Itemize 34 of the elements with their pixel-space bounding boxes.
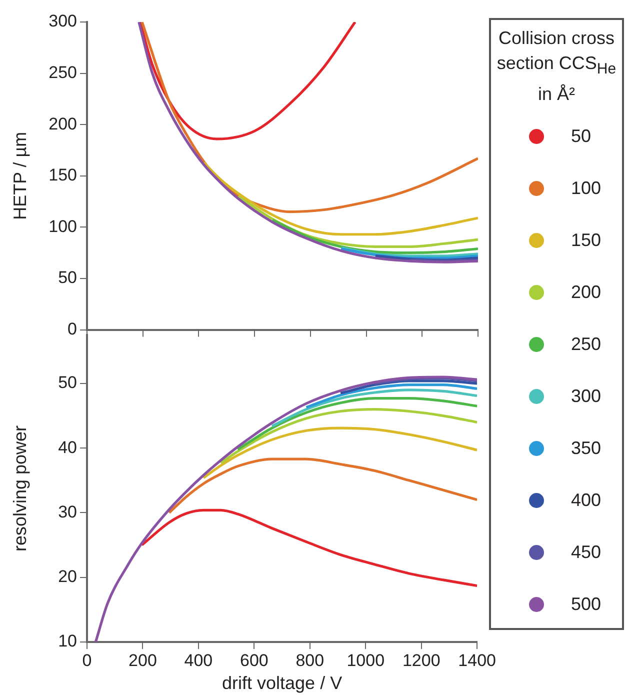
legend-label: 50 [571,126,592,148]
y-tick-label: 0 [68,319,77,338]
y-axis-title: HETP / µm [10,132,30,220]
legend-label: 500 [571,594,602,616]
y-tick-label: 50 [58,268,77,288]
y-tick-label: 150 [48,166,77,185]
legend-label: 250 [571,334,602,356]
x-tick-label: 600 [240,650,268,670]
x-tick-label: 400 [184,650,213,670]
y-tick-label: 10 [58,632,77,651]
y-tick-label: 50 [58,373,77,392]
legend-label: 300 [571,386,602,408]
x-tick-label: 800 [296,650,324,670]
legend-label: 400 [571,490,602,512]
y-tick-label: 250 [48,62,77,82]
legend-label: 200 [571,282,602,304]
legend-label: 350 [571,438,602,460]
legend-label: 100 [571,178,602,200]
x-axis-title: drift voltage / V [222,673,342,694]
y-tick-label: 30 [58,502,77,522]
x-tick-label: 1200 [402,650,440,670]
y-tick-label: 40 [58,438,77,457]
legend-label: 150 [571,230,602,252]
y-axis-title: resolving power [10,425,30,552]
x-tick-label: 0 [82,650,92,670]
text: Collision cross section CCS$_{He}$ in Å² [496,28,616,104]
x-tick-label: 1000 [346,650,385,670]
y-tick-label: 300 [48,12,77,31]
legend-label: 450 [571,542,602,564]
y-tick-label: 200 [48,114,77,134]
x-tick-label: 1400 [458,650,496,670]
y-tick-label: 20 [58,567,77,586]
y-tick-label: 100 [48,216,77,236]
x-tick-label: 200 [128,650,157,670]
